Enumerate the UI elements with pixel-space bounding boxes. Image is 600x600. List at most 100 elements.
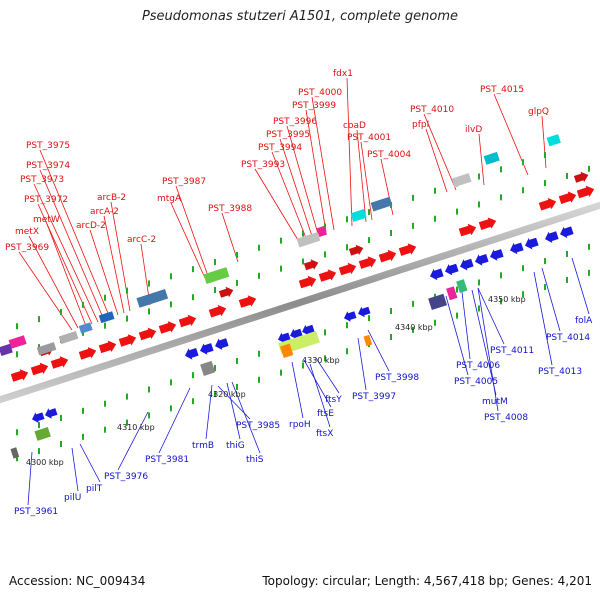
callout-line (27, 451, 33, 506)
forward-gene-label: glpQ (528, 107, 549, 117)
forward-gene-arrow (178, 314, 197, 328)
callout-line (231, 381, 261, 454)
forward-gene-arrow (458, 223, 477, 237)
reverse-gene-arrow (490, 249, 504, 261)
callout-line (425, 128, 448, 193)
callout-line (279, 138, 313, 237)
forward-gene-label: PST_4001 (347, 133, 391, 143)
reverse-gene-label: PST_3981 (145, 455, 189, 465)
gene-labels: PST_3969 metX metW PST_3972 PST_3973 PST_3974… (5, 69, 593, 517)
annotation-box (451, 173, 472, 188)
forward-gene-label: coaD (343, 121, 366, 131)
forward-gene-label: metX (15, 227, 39, 237)
reverse-gene-label: ftsY (325, 395, 342, 405)
callout-line (271, 151, 307, 239)
forward-gene-label: PST_3974 (26, 161, 70, 171)
annotation-box (8, 335, 27, 349)
forward-gene-label: PST_4010 (410, 105, 454, 115)
reverse-gene-arrow (185, 348, 199, 360)
callout-line (217, 385, 251, 420)
annotation-box (98, 311, 115, 324)
forward-gene-arrow (138, 327, 157, 341)
reverse-gene-label: folA (575, 316, 593, 326)
label-callout-lines (18, 77, 590, 506)
reverse-gene-label: PST_3998 (375, 373, 419, 383)
reverse-gene-arrow (445, 263, 459, 276)
forward-gene-label: metW (33, 215, 60, 225)
callout-line (315, 357, 340, 394)
reverse-gene-arrow (460, 258, 474, 271)
forward-gene-label: PST_3975 (26, 141, 70, 151)
reverse-gene-label: pilT (86, 484, 103, 494)
annotation-box (200, 360, 216, 376)
annotation-box (456, 279, 468, 293)
forward-gene-label: PST_4004 (367, 150, 411, 160)
forward-gene-arrow (118, 334, 137, 347)
forward-gene-label: PST_3987 (162, 177, 206, 187)
callout-line (346, 77, 353, 227)
reverse-gene-label: PST_4013 (538, 367, 582, 377)
callout-line (356, 129, 367, 223)
reverse-gene-arrow (560, 226, 574, 239)
callout-line (39, 149, 111, 319)
callout-line (367, 329, 390, 372)
callout-line (423, 113, 457, 191)
callout-line (39, 169, 105, 321)
forward-gene-label: mtgA (157, 194, 182, 204)
callout-line (28, 235, 79, 329)
reverse-gene-label: PST_3997 (352, 392, 396, 402)
callout-line (205, 384, 213, 440)
forward-gene-label: arcB-2 (97, 193, 126, 203)
genome-summary-text: Topology: circular; Length: 4,567,418 bp… (262, 574, 592, 588)
callout-line (360, 141, 373, 221)
callout-line (445, 295, 469, 376)
reverse-gene-label: ftsX (316, 429, 333, 439)
callout-line (477, 287, 505, 345)
annotation-box (428, 293, 448, 311)
reverse-gene-label: PST_4005 (454, 377, 498, 387)
callout-line (221, 212, 239, 263)
reverse-gene-arrow (302, 324, 315, 336)
callout-line (170, 202, 206, 279)
annotation-box (446, 286, 458, 301)
forward-gene-arrow (50, 356, 69, 369)
forward-gene-label: arcD-2 (76, 221, 106, 231)
forward-gene-label: pfpI (412, 120, 429, 130)
reverse-gene-arrow (358, 306, 371, 318)
callout-line (309, 363, 331, 428)
callout-line (471, 289, 497, 396)
forward-gene-arrow (576, 185, 595, 199)
forward-gene-label: arcC-2 (127, 235, 156, 245)
forward-gene-arrow (573, 171, 589, 183)
callout-line (477, 287, 499, 412)
forward-gene-label: PST_3993 (241, 160, 285, 170)
forward-gene-arrow (348, 244, 364, 256)
callout-line (103, 215, 125, 314)
reverse-gene-arrow (510, 242, 524, 255)
annotation-box (78, 322, 93, 334)
callout-line (533, 271, 553, 366)
callout-line (461, 291, 471, 360)
reverse-gene-arrow (525, 237, 539, 250)
reverse-gene-arrow (215, 338, 229, 350)
callout-line (541, 267, 561, 332)
accession-text: Accession: NC_009434 (9, 574, 146, 588)
forward-gene-arrow (538, 197, 557, 211)
forward-gene-label: fdx1 (333, 69, 353, 79)
gene-features (0, 134, 595, 459)
forward-gene-label: PST_3999 (292, 101, 336, 111)
forward-gene-arrow (10, 369, 29, 382)
kbp-label: 4300 kbp (26, 458, 64, 467)
annotation-box (296, 232, 321, 248)
forward-gene-arrow (158, 321, 177, 334)
forward-gene-label: arcA-2 (90, 207, 119, 217)
forward-gene-arrow (398, 243, 417, 256)
forward-gene-arrow (378, 249, 397, 263)
reverse-gene-arrow (200, 343, 214, 355)
kbp-label: 4320 kbp (208, 390, 246, 399)
forward-gene-label: PST_3995 (266, 130, 310, 140)
reverse-gene-arrow (290, 328, 303, 340)
annotation-box (10, 447, 20, 459)
reverse-gene-arrow (32, 412, 45, 423)
callout-line (311, 96, 335, 231)
